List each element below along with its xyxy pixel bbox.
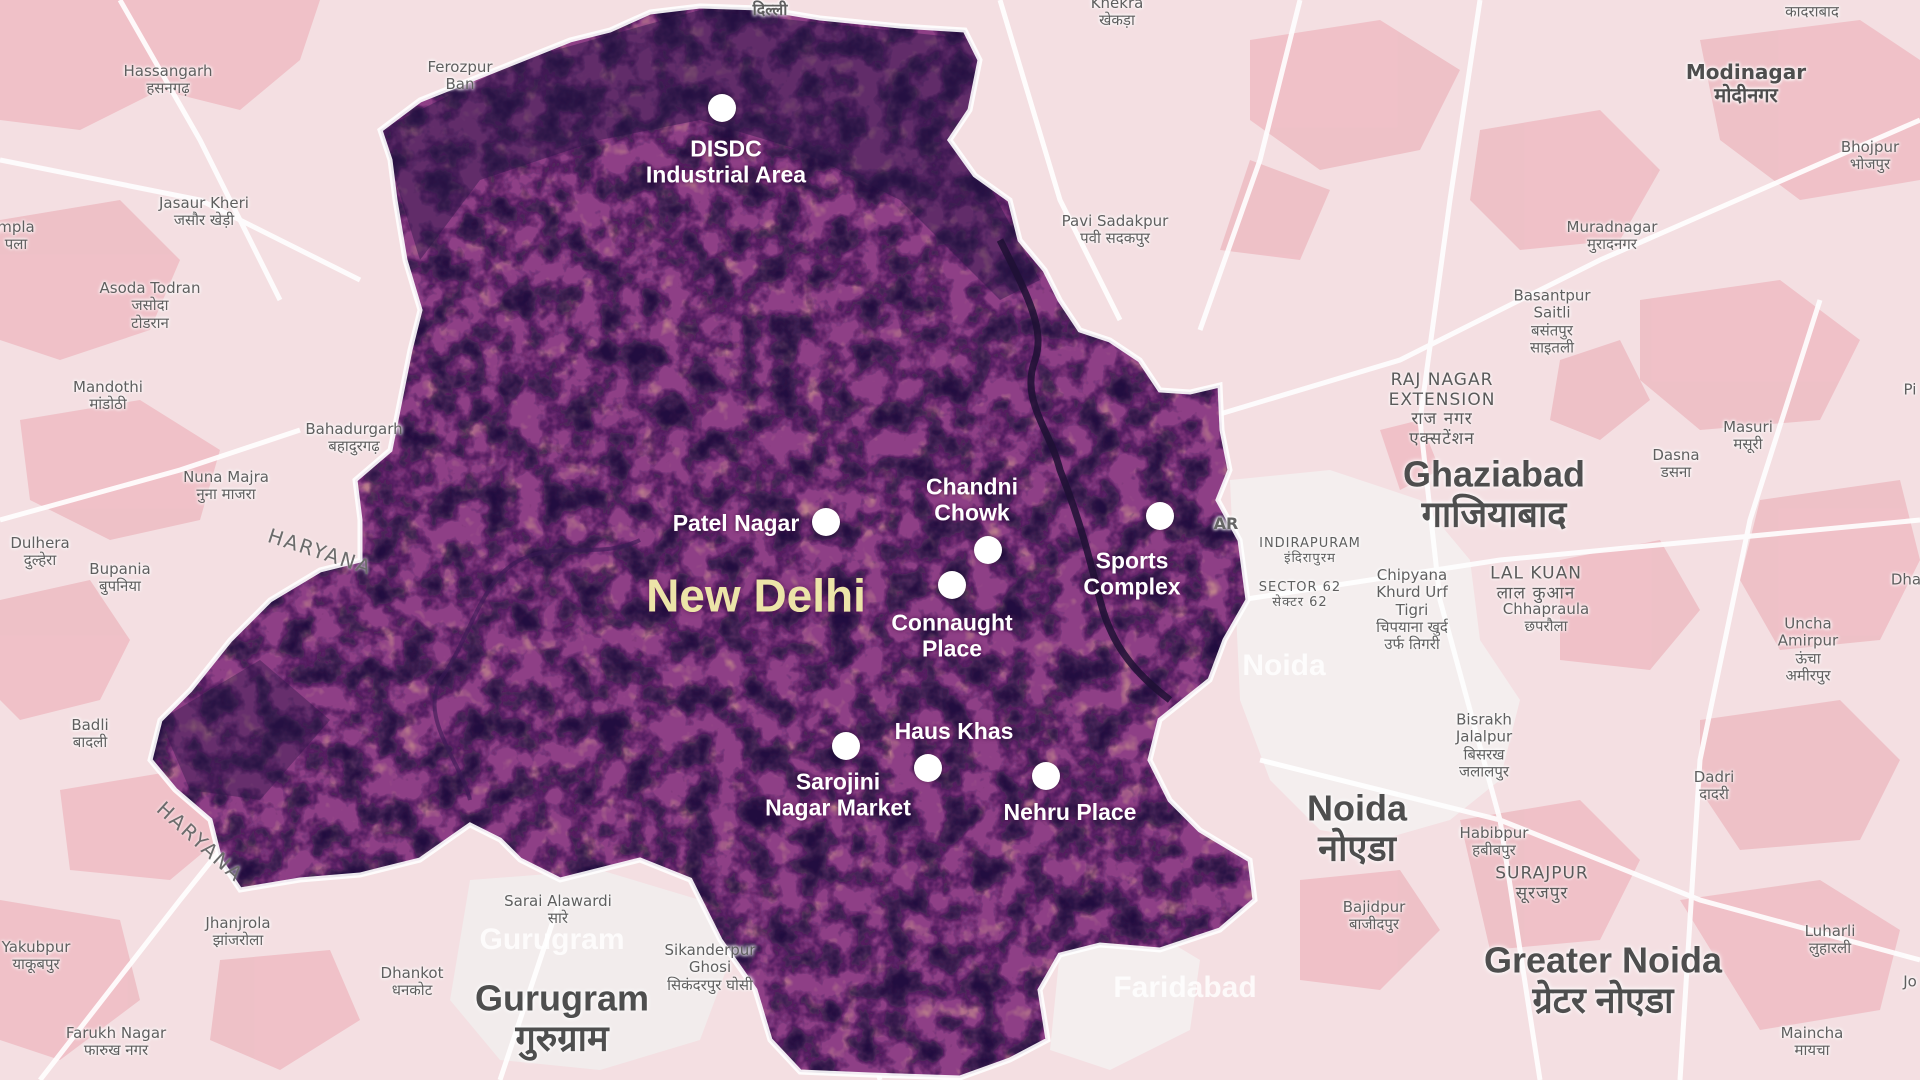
place-label-asoda-todran: Asoda Todran जसोदा टोडरान	[99, 279, 201, 332]
area-label-surajpur: SURAJPUR सूरजपुर	[1495, 863, 1589, 903]
place-label-mpla: mpla पला	[0, 217, 35, 253]
place-label-nuna-majra: Nuna Majra नुना माजरा	[183, 467, 269, 503]
ghost-label-ar: AR	[1213, 513, 1239, 533]
poi-label-nehru-place: Nehru Place	[1003, 798, 1137, 825]
place-label-dasna: Dasna डसना	[1652, 445, 1700, 481]
place-label-bhojpur: Bhojpur भोजपुर	[1840, 137, 1900, 173]
ghost-label-noida: Noida	[1242, 648, 1326, 682]
poi-label-connaught-place: Connaught Place	[891, 609, 1013, 662]
place-label-dulhera: Dulhera दुल्हेरा	[10, 533, 70, 569]
poi-marker-patel-nagar[interactable]	[812, 508, 840, 536]
place-label-kadrabad: कादराबाद	[1785, 2, 1839, 21]
place-label-sarai-alawardi: Sarai Alawardi सारे	[504, 891, 612, 927]
place-label-bajidpur: Bajidpur बाजीदपुर	[1342, 897, 1406, 933]
poi-marker-nehru-place[interactable]	[1032, 762, 1060, 790]
place-label-indirapuram: INDIRAPURAM इंदिरापुरम	[1259, 536, 1361, 566]
place-label-khekra: Khekra खेकड़ा	[1090, 0, 1144, 29]
place-label-chipyana: Chipyana Khurd Urf Tigri चिपयाना खुर्द उर…	[1376, 565, 1448, 653]
place-label-badli: Badli बादली	[71, 715, 109, 751]
poi-label-chandni-chowk: Chandni Chowk	[926, 473, 1018, 526]
poi-label-disdc: DISDC Industrial Area	[645, 135, 807, 188]
area-label-lal-kuan: LAL KUAN लाल कुआन	[1490, 563, 1582, 603]
place-label-sikanderpur: Sikanderpur Ghosi सिकंदरपुर घोसी	[664, 941, 756, 994]
poi-marker-sarojini[interactable]	[832, 732, 860, 760]
poi-label-sarojini: Sarojini Nagar Market	[765, 768, 911, 821]
place-label-dha: Dha	[1890, 570, 1920, 589]
place-label-farukh-nagar: Farukh Nagar फारुख नगर	[65, 1023, 167, 1059]
place-label-pi: Pi	[1903, 380, 1917, 399]
place-label-bahadurgarh: Bahadurgarh बहादुरगढ़	[305, 419, 403, 455]
place-label-jhanjrola: Jhanjrola झांजरोला	[205, 913, 271, 949]
place-label-chhapraula: Chhapraula छपरौला	[1502, 599, 1590, 635]
map-title-new-delhi: New Delhi	[646, 569, 866, 622]
place-label-luharli: Luharli लुहारली	[1804, 921, 1856, 957]
place-label-masuri: Masuri मसूरी	[1723, 417, 1773, 453]
poi-marker-haus-khas[interactable]	[914, 754, 942, 782]
poi-marker-connaught-place[interactable]	[938, 571, 966, 599]
place-label-uncha-amirpur: Uncha Amirpur ऊंचा अमीरपुर	[1777, 614, 1839, 685]
place-label-habibpur: Habibpur हबीबपुर	[1459, 823, 1529, 859]
place-label-pavi-sadakpur: Pavi Sadakpur पवी सदकपुर	[1061, 211, 1169, 247]
place-label-basantpur: Basantpur Saitli बसंतपुर साइतली	[1513, 286, 1591, 357]
poi-marker-chandni-chowk[interactable]	[974, 536, 1002, 564]
city-label-greater-noida: Greater Noida ग्रेटर नोएडा	[1483, 939, 1723, 1020]
poi-label-sports-complex: Sports Complex	[1083, 547, 1181, 600]
poi-label-patel-nagar: Patel Nagar	[672, 509, 800, 536]
place-label-modinagar: Modinagar मोदीनगर	[1685, 60, 1807, 107]
place-label-maincha: Maincha मायचा	[1780, 1023, 1844, 1059]
area-label-raj-nagar: RAJ NAGAR EXTENSION राज नगर एक्सटेंशन	[1388, 369, 1496, 449]
place-label-muradnagar: Muradnagar मुरादनगर	[1566, 217, 1658, 253]
poi-marker-sports-complex[interactable]	[1146, 502, 1174, 530]
ghost-label-faridabad: Faridabad	[1113, 970, 1257, 1004]
place-label-ferozpur: Ferozpur Ban	[427, 57, 493, 93]
place-label-jasaur-kheri: Jasaur Kheri जसौर खेड़ी	[159, 193, 249, 229]
city-label-ghaziabad: Ghaziabad गाजियाबाद	[1402, 453, 1586, 534]
poi-marker-disdc[interactable]	[708, 94, 736, 122]
place-label-hassangarh: Hassangarh हसनगढ़	[123, 61, 213, 97]
place-label-jo: Jo	[1903, 972, 1917, 991]
place-label-bupania: Bupania बुपनिया	[89, 559, 151, 595]
place-label-sector-62: SECTOR 62 सेक्टर 62	[1258, 580, 1342, 610]
city-label-gurugram: Gurugram गुरुग्राम	[474, 977, 650, 1058]
place-label-yakubpur: Yakubpur याकूबपुर	[1, 937, 71, 973]
place-label-dhankot: Dhankot धनकोट	[380, 963, 444, 999]
place-label-bisrakh: Bisrakh Jalalpur बिसरख जलालपुर	[1455, 710, 1513, 781]
poi-label-haus-khas: Haus Khas	[894, 717, 1014, 744]
ghost-label-delhi-hindi: दिल्ली	[752, 0, 788, 19]
place-label-mandothi: Mandothi मांडोठी	[73, 377, 143, 413]
place-label-dadri: Dadri दादरी	[1693, 767, 1735, 803]
ghost-label-gurugram: Gurugram	[479, 922, 625, 956]
city-label-noida: Noida नोएडा	[1306, 787, 1408, 868]
